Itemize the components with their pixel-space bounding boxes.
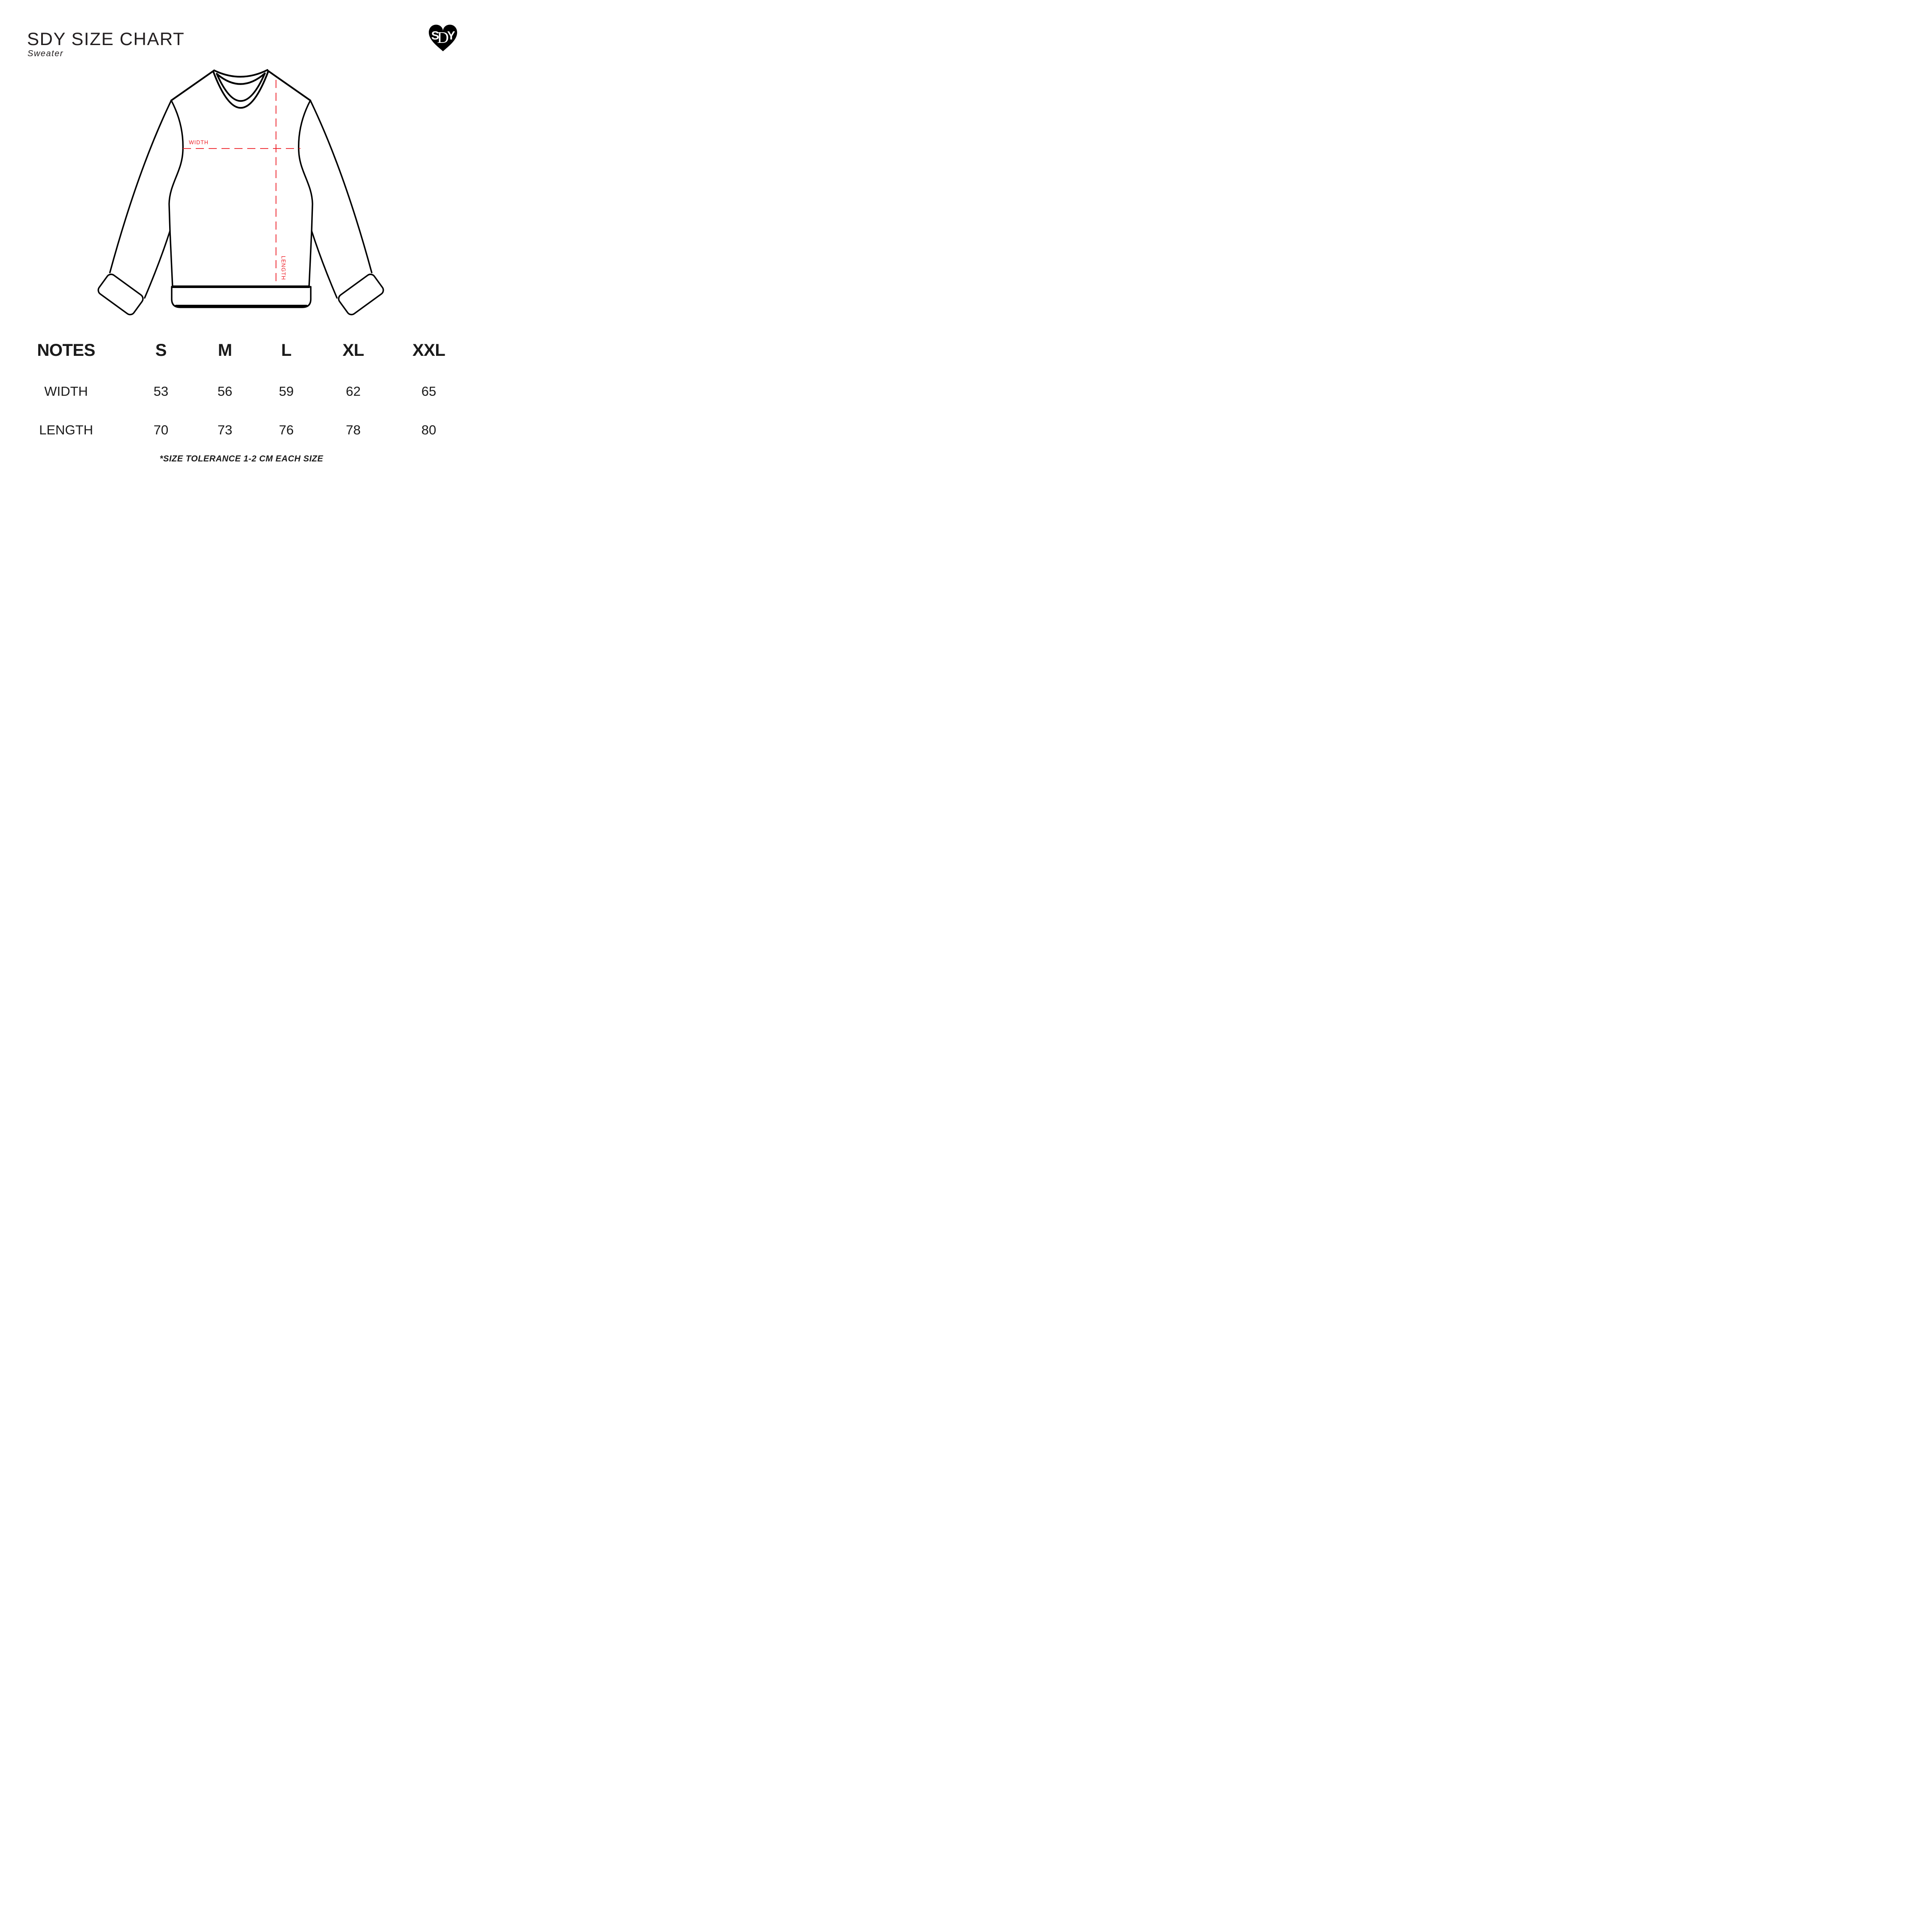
heart-icon <box>429 24 457 52</box>
sleeve-outer-edge <box>109 100 172 273</box>
collar-inner-edge <box>216 73 266 102</box>
column-header-m: M <box>218 341 232 360</box>
table-cell: 80 <box>421 422 437 437</box>
collar-back-band <box>216 73 266 85</box>
column-header-s: S <box>155 341 167 360</box>
table-cell: 62 <box>346 384 361 399</box>
column-header-notes: NOTES <box>37 341 95 360</box>
collar-outer-edge <box>212 70 269 109</box>
table-cell: 65 <box>421 384 437 399</box>
sleeve-outer-edge <box>309 100 373 273</box>
collar <box>212 69 269 109</box>
sleeve-cuff <box>97 273 144 315</box>
width-measure-label: WIDTH <box>189 140 209 146</box>
table-cell: 70 <box>153 422 169 437</box>
table-cell: 56 <box>217 384 233 399</box>
table-cell: 53 <box>153 384 169 399</box>
sleeve-cuff <box>338 273 384 315</box>
table-cell: 59 <box>279 384 294 399</box>
size-tolerance-note: *SIZE TOLERANCE 1-2 CM EACH SIZE <box>159 454 324 464</box>
shoulder-seam <box>170 70 215 101</box>
table-cell: 73 <box>217 422 233 437</box>
collar-neckline-top <box>213 69 268 78</box>
column-header-xl: XL <box>342 341 364 360</box>
logo-letter-d: D <box>437 29 449 47</box>
sleeve-inner-edge <box>311 230 338 299</box>
page-title: SDY SIZE CHART <box>27 29 185 49</box>
sweater-left-half <box>97 70 215 315</box>
page-subtitle: Sweater <box>27 49 64 58</box>
logo-letter-y: Y <box>447 29 455 42</box>
brand-logo: S D Y <box>425 21 461 57</box>
body-side-seam <box>168 100 184 288</box>
length-measure-label: LENGTH <box>280 256 286 280</box>
sweater-diagram: WIDTH LENGTH <box>97 69 384 315</box>
size-chart-page: SDY SIZE CHART Sweater S D Y <box>0 0 483 483</box>
row-label: LENGTH <box>39 422 93 437</box>
logo-letter-s: S <box>431 29 440 42</box>
table-cell: 78 <box>346 422 361 437</box>
table-cell: 76 <box>279 422 294 437</box>
body-side-seam <box>298 100 313 288</box>
sweater-right-half <box>267 70 384 315</box>
column-header-xxl: XXL <box>412 341 446 360</box>
logo-text: S D Y <box>425 21 461 57</box>
column-header-l: L <box>281 341 291 360</box>
row-label: WIDTH <box>44 384 88 399</box>
shoulder-seam <box>267 70 311 101</box>
sleeve-inner-edge <box>144 230 171 299</box>
hem-band <box>171 286 312 308</box>
hem <box>171 285 312 308</box>
